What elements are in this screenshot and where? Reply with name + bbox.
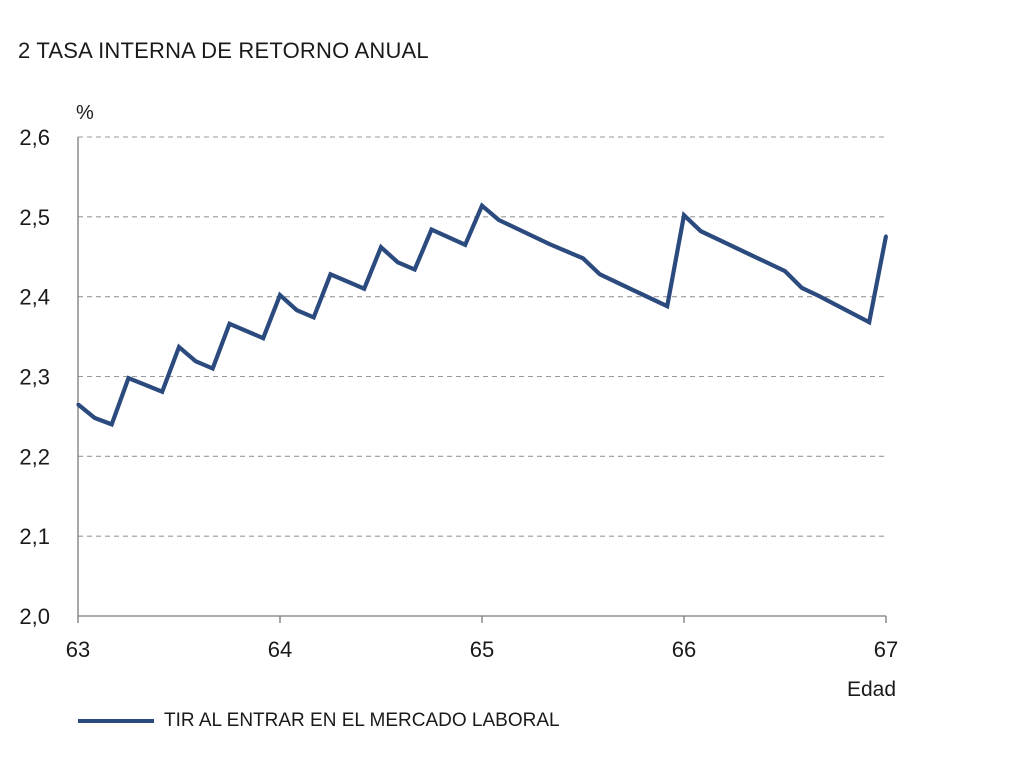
data-point — [716, 237, 720, 241]
y-tick-label: 2,3 — [19, 365, 50, 390]
data-point — [312, 315, 316, 320]
legend-swatch — [78, 719, 154, 723]
data-point — [261, 336, 265, 340]
y-tick-label: 2,2 — [19, 444, 50, 469]
data-point — [278, 293, 282, 297]
data-point — [93, 416, 97, 420]
x-tick-label: 63 — [66, 637, 90, 662]
data-point — [530, 234, 535, 238]
data-point — [396, 260, 400, 264]
series-layer — [76, 202, 889, 428]
series-line — [76, 202, 889, 428]
x-tick-label: 67 — [874, 637, 898, 662]
data-point — [564, 249, 568, 253]
data-point — [110, 422, 114, 426]
data-point — [817, 294, 821, 298]
data-point — [429, 228, 434, 232]
x-tick-label: 64 — [268, 637, 292, 662]
data-point — [227, 322, 232, 326]
grid-lines — [78, 136, 886, 537]
data-point — [194, 359, 198, 363]
data-point — [800, 286, 804, 290]
data-point — [177, 345, 181, 349]
legend-label: TIR AL ENTRAR EN EL MERCADO LABORAL — [164, 710, 560, 731]
y-axis-unit-label: % — [76, 102, 94, 124]
data-point — [884, 234, 888, 238]
axes — [77, 137, 887, 623]
data-point — [211, 366, 215, 371]
data-point — [699, 229, 703, 233]
y-tick-label: 2,6 — [19, 125, 50, 150]
data-point — [749, 253, 753, 257]
data-point — [833, 303, 838, 307]
y-tick-label: 2,5 — [19, 205, 50, 230]
data-point — [514, 226, 518, 230]
tick-labels: 2,0 2,1 2,2 2,3 2,4 2,5 2,6 63 64 65 66 67 — [19, 125, 898, 662]
x-axis-title: Edad — [847, 678, 896, 701]
data-point — [867, 320, 871, 324]
chart-title: 2 TASA INTERNA DE RETORNO ANUAL — [18, 38, 429, 63]
data-point — [76, 402, 80, 407]
data-point — [295, 308, 299, 312]
y-tick-label: 2,1 — [19, 524, 50, 549]
data-point — [682, 213, 686, 217]
data-point — [328, 272, 333, 276]
data-point — [581, 256, 585, 260]
data-point — [497, 218, 501, 222]
data-point — [766, 261, 770, 265]
data-point — [379, 245, 383, 249]
legend: TIR AL ENTRAR EN EL MERCADO LABORAL — [78, 710, 560, 732]
data-point — [413, 267, 417, 272]
data-point — [631, 288, 636, 292]
y-tick-label: 2,0 — [19, 604, 50, 629]
data-point — [480, 204, 484, 208]
data-point — [732, 245, 737, 249]
data-point — [126, 376, 131, 380]
data-point — [665, 304, 669, 308]
data-point — [362, 287, 366, 291]
data-point — [598, 272, 602, 276]
data-point — [547, 242, 551, 246]
data-point — [160, 390, 164, 394]
data-point — [783, 269, 787, 273]
x-tick-label: 66 — [672, 637, 696, 662]
data-point — [615, 280, 619, 284]
y-tick-label: 2,4 — [19, 285, 50, 310]
data-point — [463, 243, 467, 247]
x-tick-label: 65 — [470, 637, 494, 662]
